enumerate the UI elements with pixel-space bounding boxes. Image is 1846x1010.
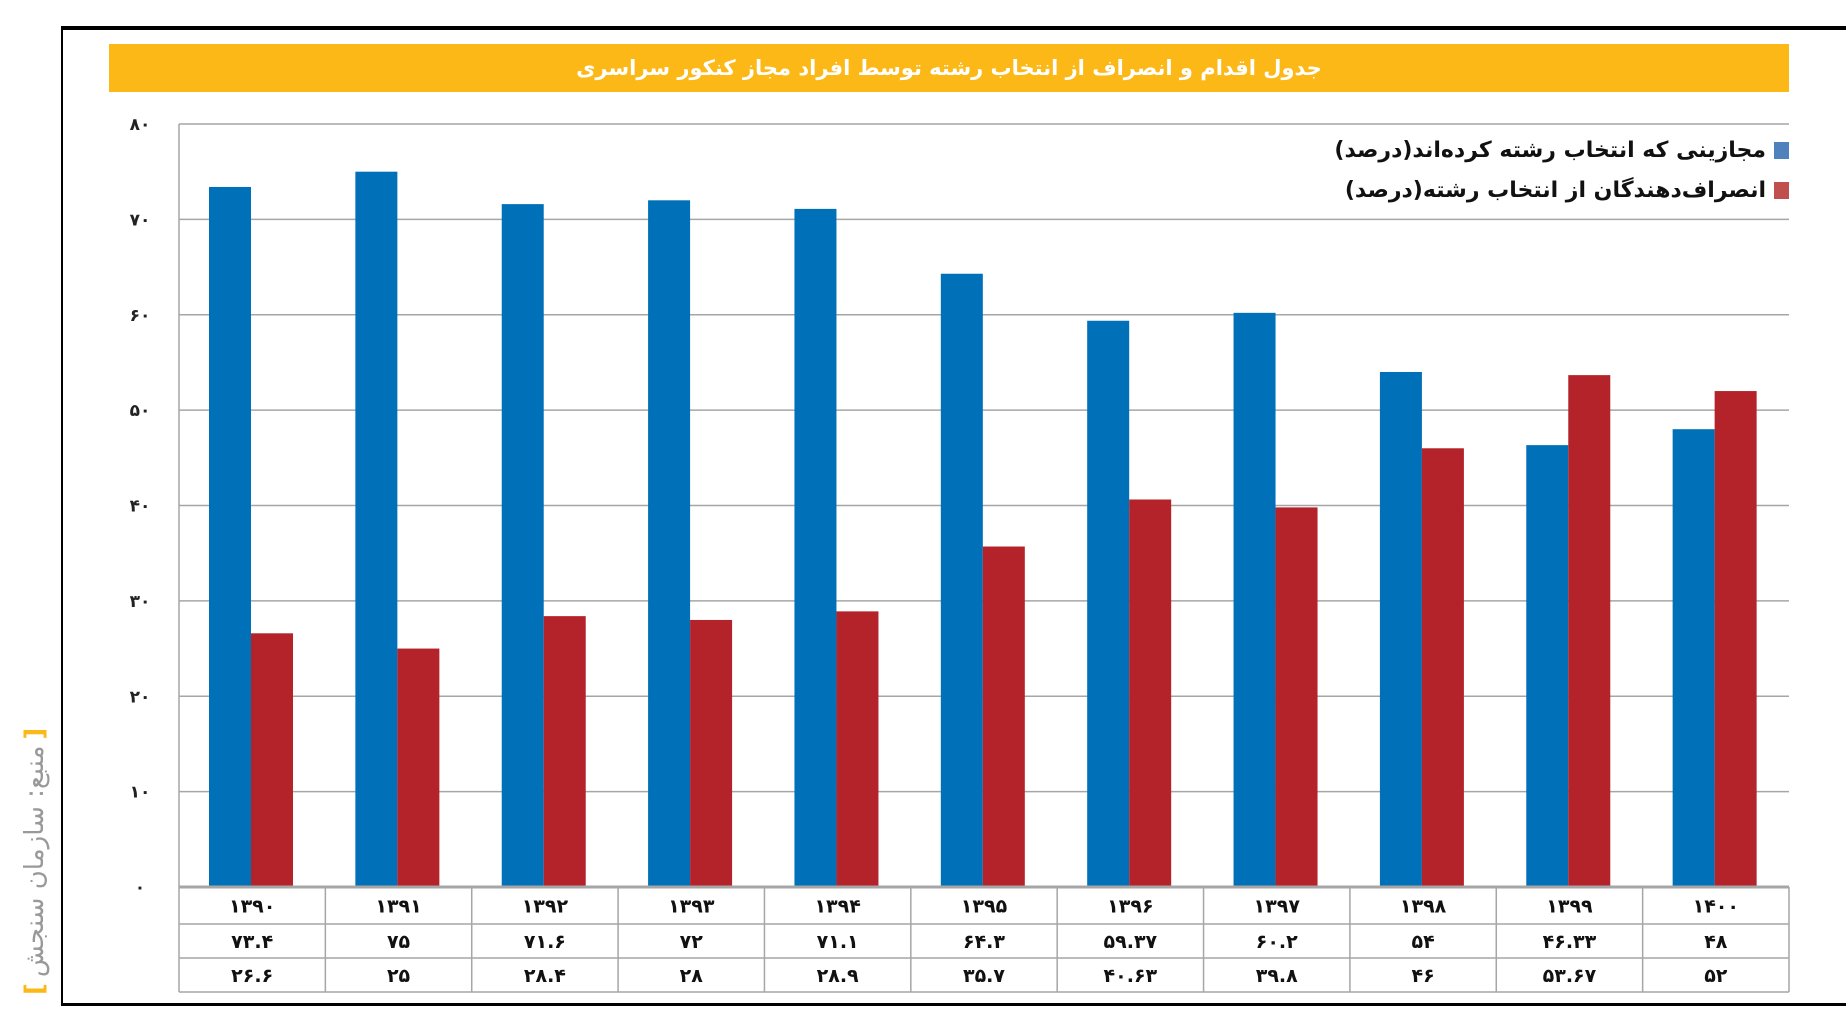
bar-selected — [1672, 429, 1715, 887]
y-tick-label: ۷۰ — [130, 210, 151, 230]
bar-selected — [1526, 445, 1569, 887]
bar-selected — [940, 273, 983, 887]
legend-item-selected: مجازینی که انتخاب رشته کرده‌اند(درصد) — [1334, 138, 1789, 163]
table-year: ۱۳۹۱ — [375, 896, 421, 918]
source-note: [ منبع: سازمان سنجش ] — [20, 728, 50, 995]
bracket-icon: ] — [20, 983, 50, 995]
table-year: ۱۳۹۷ — [1254, 896, 1301, 918]
bar-withdrawn — [251, 633, 293, 887]
table-cell: ۲۵ — [387, 965, 411, 987]
table-year: ۱۳۹۶ — [1107, 896, 1153, 918]
table-cell: ۵۴ — [1411, 931, 1434, 953]
legend-swatch-blue — [1774, 142, 1789, 159]
table-year: ۱۳۹۰ — [229, 896, 275, 918]
bar-withdrawn — [397, 648, 440, 887]
table-cell: ۴۶ — [1411, 965, 1434, 987]
table-year: ۱۳۹۵ — [961, 896, 1008, 918]
bar-selected — [648, 200, 691, 888]
table-cell: ۷۲ — [680, 931, 704, 953]
table-year: ۱۳۹۲ — [522, 896, 569, 918]
table-cell: ۷۱.۶ — [524, 931, 566, 953]
bar-withdrawn — [836, 611, 879, 887]
bar-selected — [209, 186, 251, 887]
table-year: ۱۳۹۳ — [668, 896, 715, 918]
table-cell: ۴۰.۶۳ — [1104, 965, 1158, 987]
bar-withdrawn — [1568, 375, 1611, 887]
table-cell: ۲۸.۹ — [817, 965, 859, 987]
table-cell: ۲۶.۶ — [231, 965, 273, 987]
legend-label: انصراف‌دهندگان از انتخاب رشته(درصد) — [1344, 178, 1766, 203]
table-year: ۱۳۹۸ — [1400, 896, 1447, 918]
bar-withdrawn — [1129, 499, 1172, 887]
table-cell: ۳۹.۸ — [1256, 965, 1298, 987]
bar-withdrawn — [690, 619, 733, 887]
bar-selected — [355, 171, 398, 887]
table-cell: ۵۳.۶۷ — [1543, 965, 1597, 987]
y-tick-label: ۰ — [135, 878, 145, 898]
table-cell: ۷۳.۴ — [231, 931, 273, 953]
legend-item-withdrawn: انصراف‌دهندگان از انتخاب رشته(درصد) — [1345, 178, 1789, 203]
y-tick-label: ۳۰ — [130, 592, 151, 612]
bar-selected — [1087, 320, 1130, 887]
bar-withdrawn — [1275, 507, 1318, 887]
bar-withdrawn — [1421, 448, 1464, 887]
y-tick-label: ۶۰ — [130, 306, 151, 326]
table-cell: ۵۲ — [1704, 965, 1728, 987]
table-cell: ۴۸ — [1704, 931, 1728, 953]
bar-selected — [501, 204, 544, 888]
y-tick-label: ۴۰ — [130, 497, 151, 517]
y-tick-label: ۸۰ — [130, 115, 151, 135]
table-year: ۱۴۰۰ — [1693, 896, 1739, 918]
legend-swatch-red — [1774, 182, 1789, 199]
chart-frame — [61, 26, 1846, 1006]
bar-selected — [1379, 371, 1422, 888]
y-tick-label: ۵۰ — [130, 401, 151, 421]
bar-selected — [1233, 312, 1276, 887]
bar-withdrawn — [1714, 391, 1757, 887]
table-cell: ۲۸ — [680, 965, 704, 987]
bracket-icon: [ — [20, 727, 50, 740]
bar-withdrawn — [982, 546, 1025, 887]
table-cell: ۶۴.۳ — [963, 931, 1005, 953]
table-cell: ۷۵ — [387, 931, 411, 953]
table-cell: ۷۱.۱ — [817, 931, 859, 953]
table-cell: ۲۸.۴ — [524, 965, 566, 987]
source-text: منبع: سازمان سنجش — [20, 745, 50, 978]
table-cell: ۳۵.۷ — [963, 965, 1005, 987]
bar-withdrawn — [543, 616, 586, 887]
y-tick-label: ۱۰ — [130, 783, 151, 803]
bar-selected — [794, 208, 837, 888]
y-tick-label: ۲۰ — [130, 687, 151, 707]
table-cell: ۴۶.۳۳ — [1543, 931, 1597, 953]
legend-label: مجازینی که انتخاب رشته کرده‌اند(درصد) — [1334, 138, 1766, 163]
table-year: ۱۳۹۴ — [814, 896, 860, 918]
table-cell: ۵۹.۳۷ — [1104, 931, 1158, 953]
chart-title: جدول اقدام و انصراف از انتخاب رشته توسط … — [109, 44, 1789, 92]
table-cell: ۶۰.۲ — [1256, 931, 1298, 953]
table-year: ۱۳۹۹ — [1546, 896, 1593, 918]
